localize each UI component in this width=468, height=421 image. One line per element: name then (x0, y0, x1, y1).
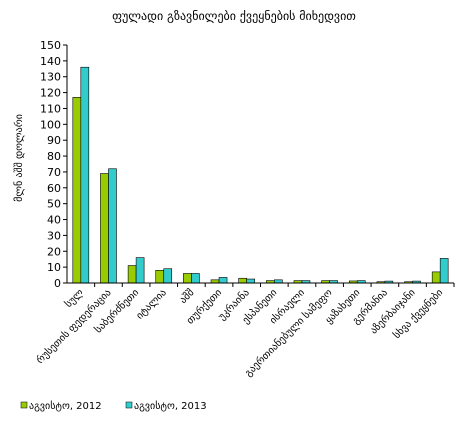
bar-2013-1 (108, 168, 117, 284)
bar-2012-3 (155, 270, 165, 284)
bar-2012-1 (100, 173, 109, 284)
y-tick-label: 150 (40, 39, 61, 52)
bar-2013-5 (218, 277, 228, 284)
bar-2012-0 (72, 97, 82, 284)
y-axis-ticks: 0 10 20 30 40 50 60 70 80 90 100 110 120 130 140 150 (40, 39, 67, 290)
y-tick-label: 140 (40, 55, 61, 68)
bar-2013-0 (80, 66, 90, 284)
bars (72, 66, 449, 284)
y-tick-label: 80 (47, 150, 61, 163)
y-tick-label: 60 (47, 182, 61, 195)
bar-2013-2 (135, 257, 145, 284)
y-tick-label: 50 (47, 198, 61, 211)
y-tick-label: 30 (47, 229, 61, 242)
bar-2012-6 (238, 277, 247, 284)
y-tick-label: 20 (47, 245, 61, 258)
bar-2013-13 (439, 258, 449, 284)
x-tick-label: სულ (63, 286, 87, 310)
bar-2012-2 (127, 265, 137, 284)
y-tick-label: 130 (40, 71, 61, 84)
x-tick-label: სხვა ქვეყნები (391, 287, 445, 341)
y-tick-label: 100 (40, 118, 61, 131)
legend-swatch-2013 (125, 401, 133, 409)
y-tick-label: 40 (47, 214, 61, 227)
chart-title: ფულადი გზავნილები ქვეყნების მიხედვით (112, 9, 356, 23)
legend-label-2013: აგვისტო, 2013 (134, 400, 207, 412)
bar-2013-6 (246, 278, 255, 284)
x-tick-label: იტალია (134, 287, 168, 321)
y-axis-label: მლნ აშშ დოლარი (13, 114, 25, 202)
y-tick-label: 90 (47, 134, 61, 147)
legend-label-2012: აგვისტო, 2012 (29, 400, 102, 412)
bar-2012-13 (431, 271, 441, 284)
x-tick-label: აშშ (177, 287, 196, 306)
bar-2013-4 (191, 273, 200, 284)
y-tick-label: 120 (40, 87, 61, 100)
y-tick-label: 10 (47, 261, 61, 274)
y-tick-label: 110 (40, 102, 61, 115)
bar-2012-4 (183, 273, 192, 284)
y-tick-label: 0 (54, 277, 61, 290)
y-tick-label: 70 (47, 166, 61, 179)
bar-2013-3 (163, 268, 173, 284)
legend-swatch-2012 (20, 401, 28, 409)
legend: აგვისტო, 2012 აგვისტო, 2013 (20, 400, 207, 412)
